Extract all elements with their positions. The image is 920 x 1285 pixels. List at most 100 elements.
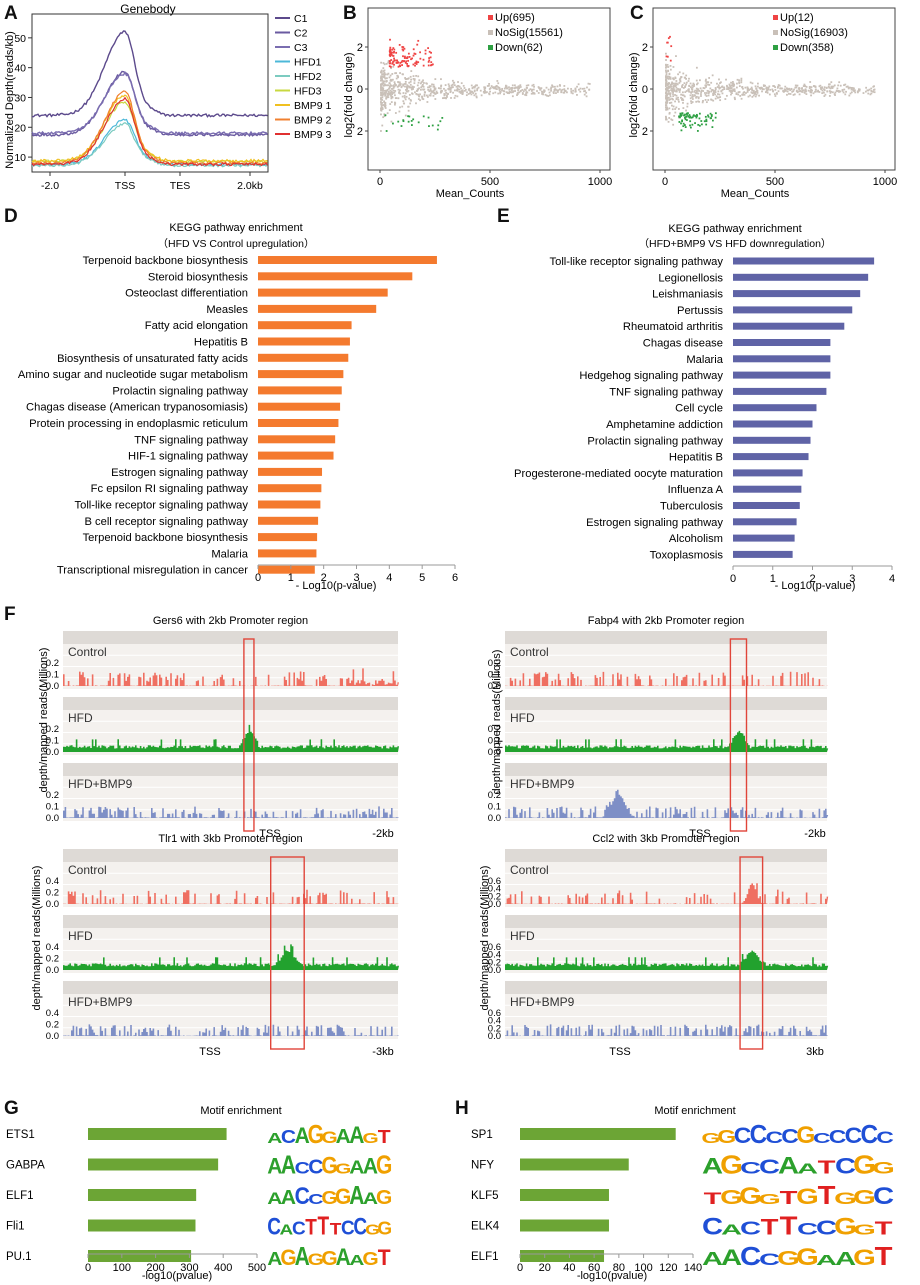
x-tick-label: 1000 <box>873 176 897 188</box>
nosig-point <box>665 69 667 72</box>
nosig-point <box>390 90 393 93</box>
nosig-point <box>716 96 719 99</box>
nosig-point <box>719 99 722 102</box>
nosig-point <box>714 89 717 92</box>
nosig-point <box>472 86 475 88</box>
coverage-area <box>505 883 829 904</box>
y-tick-label: 0.0 <box>488 747 501 758</box>
nosig-point <box>384 92 387 95</box>
nosig-point <box>718 78 720 81</box>
up-point <box>401 46 404 48</box>
nosig-point <box>782 90 785 92</box>
nosig-point <box>380 88 382 90</box>
nosig-point <box>679 77 682 80</box>
nosig-point <box>476 84 478 87</box>
nosig-point <box>671 104 673 107</box>
nosig-point <box>467 93 470 95</box>
legend-label: C1 <box>294 13 308 25</box>
nosig-point <box>491 86 494 89</box>
nosig-point <box>787 92 790 95</box>
up-point <box>424 49 427 52</box>
nosig-point <box>870 92 873 95</box>
chart-b-points <box>380 38 591 132</box>
nosig-point <box>761 88 764 91</box>
up-point <box>411 57 414 60</box>
up-point <box>398 44 401 46</box>
nosig-point <box>443 97 446 99</box>
motif-letter: G <box>796 1183 819 1209</box>
nosig-point <box>666 97 669 99</box>
nosig-point <box>728 89 731 92</box>
up-point <box>669 35 671 38</box>
nosig-point <box>666 83 669 86</box>
nosig-point <box>667 66 670 68</box>
nosig-point <box>762 84 765 87</box>
category-label: Toll-like receptor signaling pathway <box>75 500 249 512</box>
x-tick-label: 100 <box>113 1262 131 1274</box>
y-tick-label: 0.6 <box>488 876 501 887</box>
nosig-point <box>408 93 411 96</box>
up-point <box>422 58 425 61</box>
nosig-point <box>838 90 840 93</box>
nosig-point <box>380 69 383 72</box>
nosig-point <box>695 66 698 69</box>
up-point <box>401 48 404 51</box>
category-label: Rheumatoid arthritis <box>623 321 724 333</box>
motif-name: SP1 <box>471 1129 493 1141</box>
nosig-point <box>415 102 417 105</box>
nosig-point <box>725 78 727 81</box>
motif-letter: A <box>295 1243 310 1272</box>
nosig-point <box>723 86 726 89</box>
nosig-point <box>710 81 713 84</box>
nosig-point <box>385 84 388 87</box>
promoter-highlight-box <box>739 856 764 1050</box>
bar <box>258 256 437 264</box>
nosig-point <box>817 89 820 92</box>
motif-letter: C <box>281 1127 296 1148</box>
nosig-point <box>390 84 393 87</box>
nosig-point <box>550 88 552 90</box>
nosig-point <box>449 88 452 91</box>
y-tick-label: 0.4 <box>46 942 59 953</box>
y-tick-label: 0.2 <box>46 658 59 669</box>
nosig-point <box>572 89 575 92</box>
motif-letter: C <box>876 1129 894 1147</box>
category-label: Estrogen signaling pathway <box>586 517 723 529</box>
nosig-point <box>463 87 466 89</box>
down-point <box>704 115 707 118</box>
nosig-point <box>484 86 487 89</box>
nosig-point <box>682 99 685 102</box>
down-point <box>402 120 405 123</box>
nosig-point <box>681 84 684 86</box>
nosig-point <box>499 92 502 95</box>
y-tick-label: 0.0 <box>488 1031 501 1042</box>
nosig-point <box>693 90 696 93</box>
nosig-point <box>665 70 668 73</box>
nosig-point <box>681 86 683 89</box>
y-tick-label: 0.2 <box>488 1023 501 1034</box>
nosig-point <box>388 85 391 88</box>
nosig-point <box>382 87 385 90</box>
nosig-point <box>555 92 557 94</box>
y-tick-label: 0.2 <box>488 658 501 669</box>
down-point <box>678 121 681 123</box>
nosig-point <box>667 75 669 78</box>
up-point <box>389 51 391 54</box>
bar <box>258 484 322 493</box>
panel-letter-b: B <box>343 3 357 24</box>
nosig-point <box>516 86 519 89</box>
x-tick-label: 0 <box>517 1262 523 1274</box>
nosig-point <box>672 89 674 91</box>
nosig-point <box>384 105 387 108</box>
nosig-point <box>404 85 406 88</box>
nosig-point <box>730 84 733 87</box>
nosig-point <box>392 84 395 87</box>
motif-letter: C <box>797 1220 818 1239</box>
nosig-point <box>450 84 453 87</box>
nosig-point <box>384 89 387 92</box>
nosig-point <box>775 92 778 94</box>
nosig-point <box>714 91 717 94</box>
